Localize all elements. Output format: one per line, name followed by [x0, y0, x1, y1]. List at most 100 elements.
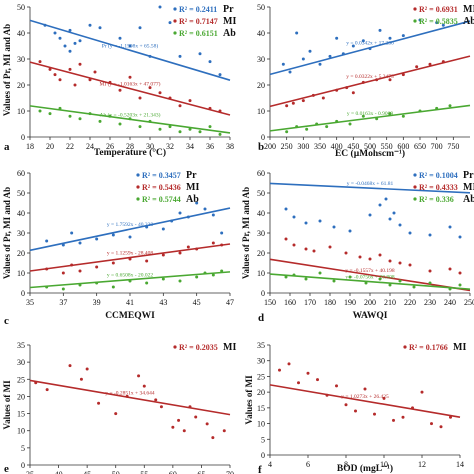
- data-point-Pr: [368, 47, 372, 51]
- data-point-Pr: [170, 219, 174, 223]
- x-tick-label: 200: [264, 142, 276, 151]
- y-tick-label: 0: [21, 133, 25, 142]
- data-point-MI: [363, 387, 367, 391]
- legend-name-MI: MI: [223, 342, 236, 353]
- data-point-Pr: [332, 225, 336, 229]
- data-point-MI: [154, 398, 158, 402]
- y-tick-label: 20: [17, 392, 25, 401]
- legend-marker-MI: [413, 7, 417, 11]
- y-axis-title: Values of Pr, MI and Ab: [2, 187, 12, 279]
- data-point-MI: [311, 93, 315, 97]
- data-point-Ab: [388, 283, 392, 287]
- data-point-MI: [354, 409, 357, 413]
- trendline-MI: [29, 61, 231, 116]
- data-point-Ab: [388, 112, 392, 116]
- data-point-MI: [321, 96, 325, 100]
- data-point-Ab: [58, 106, 62, 110]
- x-tick-label: 47: [226, 298, 234, 307]
- data-point-MI: [415, 65, 419, 69]
- equation-Ab: y = -0.0756x + 20.808: [345, 275, 395, 281]
- data-point-Pr: [335, 36, 339, 40]
- data-point-Ab: [305, 127, 309, 131]
- data-point-Ab: [458, 283, 462, 287]
- data-point-MI: [159, 405, 163, 409]
- x-axis-title: CCMEQWI: [105, 311, 155, 321]
- data-point-MI: [128, 75, 132, 79]
- legend-name-Ab: Ab: [186, 194, 199, 205]
- data-point-Ab: [418, 109, 422, 113]
- y-tick-label: 30: [257, 55, 265, 64]
- data-point-Pr: [186, 215, 190, 219]
- data-point-MI: [304, 247, 308, 251]
- data-point-MI: [301, 99, 305, 103]
- data-point-MI: [344, 403, 348, 407]
- data-point-MI: [284, 237, 288, 241]
- legend-r2: R² = 0.3457: [142, 171, 181, 180]
- data-point-MI: [398, 261, 402, 265]
- x-tick-label: 240: [444, 298, 456, 307]
- data-point-Pr: [441, 23, 445, 27]
- y-tick-label: 10: [257, 107, 265, 116]
- data-point-Pr: [308, 49, 312, 53]
- data-point-MI: [439, 425, 443, 429]
- data-point-Ab: [188, 127, 192, 131]
- data-point-MI: [93, 70, 97, 74]
- chart-panel-a: 0 10 20 30 40 50 18 20 22 24 26 28 30 32 34 36 38 Pr (y =…: [2, 3, 236, 158]
- data-point-Ab: [128, 117, 132, 121]
- data-point-Pr: [208, 60, 212, 64]
- data-point-MI: [316, 378, 319, 382]
- y-tick-label: 15: [257, 404, 265, 413]
- data-point-Ab: [48, 112, 52, 116]
- data-point-Pr: [435, 21, 439, 25]
- y-axis-title: Values of MI: [2, 380, 12, 430]
- x-tick-label: 220: [404, 298, 416, 307]
- data-point-Ab: [332, 279, 336, 283]
- data-point-Pr: [351, 44, 355, 48]
- data-point-MI: [38, 60, 42, 64]
- data-point-MI: [79, 377, 83, 381]
- data-point-MI: [358, 255, 362, 259]
- y-tick-label: 0: [261, 451, 265, 460]
- x-tick-label: 10: [380, 460, 388, 469]
- x-axis-title: EC (µMohscm⁻¹): [335, 148, 405, 159]
- x-tick-label: 35: [26, 298, 34, 307]
- data-point-Ab: [178, 130, 182, 134]
- data-point-Ab: [375, 117, 379, 121]
- x-axis-title: WAWQI: [353, 311, 388, 321]
- x-axis-title: Temperature (°C): [94, 147, 166, 158]
- data-point-MI: [118, 88, 122, 92]
- legend-name-Ab: Ab: [463, 194, 474, 205]
- y-tick-label: 35: [257, 341, 265, 350]
- data-point-Ab: [348, 275, 352, 279]
- data-point-Pr: [301, 57, 305, 61]
- x-tick-label: 210: [384, 298, 396, 307]
- data-point-MI: [182, 429, 186, 433]
- x-tick-label: 4: [268, 460, 272, 469]
- y-tick-label: 25: [17, 375, 25, 384]
- data-point-MI: [430, 422, 433, 426]
- data-point-Pr: [148, 54, 152, 58]
- data-point-Ab: [284, 275, 288, 279]
- legend-r2: R² = 0.2035: [179, 343, 218, 352]
- legend-marker-MI: [136, 185, 140, 189]
- x-tick-label: 450: [347, 142, 359, 151]
- data-point-Pr: [95, 237, 99, 241]
- panel-label: c: [4, 315, 9, 327]
- data-point-MI: [188, 99, 192, 103]
- equation-Pr: y = -0.0468x + 61.81: [347, 181, 394, 187]
- data-point-MI: [378, 253, 382, 257]
- y-tick-label: 30: [257, 229, 265, 238]
- y-tick-label: 0: [261, 289, 265, 298]
- data-point-MI: [388, 78, 392, 82]
- data-point-Ab: [412, 285, 416, 289]
- data-point-Pr: [392, 211, 396, 215]
- data-point-Pr: [98, 26, 102, 30]
- data-point-MI: [168, 96, 172, 100]
- data-point-MI: [325, 393, 329, 397]
- data-point-MI: [351, 91, 355, 95]
- x-tick-label: 38: [226, 142, 234, 151]
- data-point-Pr: [428, 233, 432, 237]
- y-tick-label: 10: [17, 107, 25, 116]
- x-tick-label: 170: [304, 298, 316, 307]
- data-point-Pr: [218, 73, 222, 77]
